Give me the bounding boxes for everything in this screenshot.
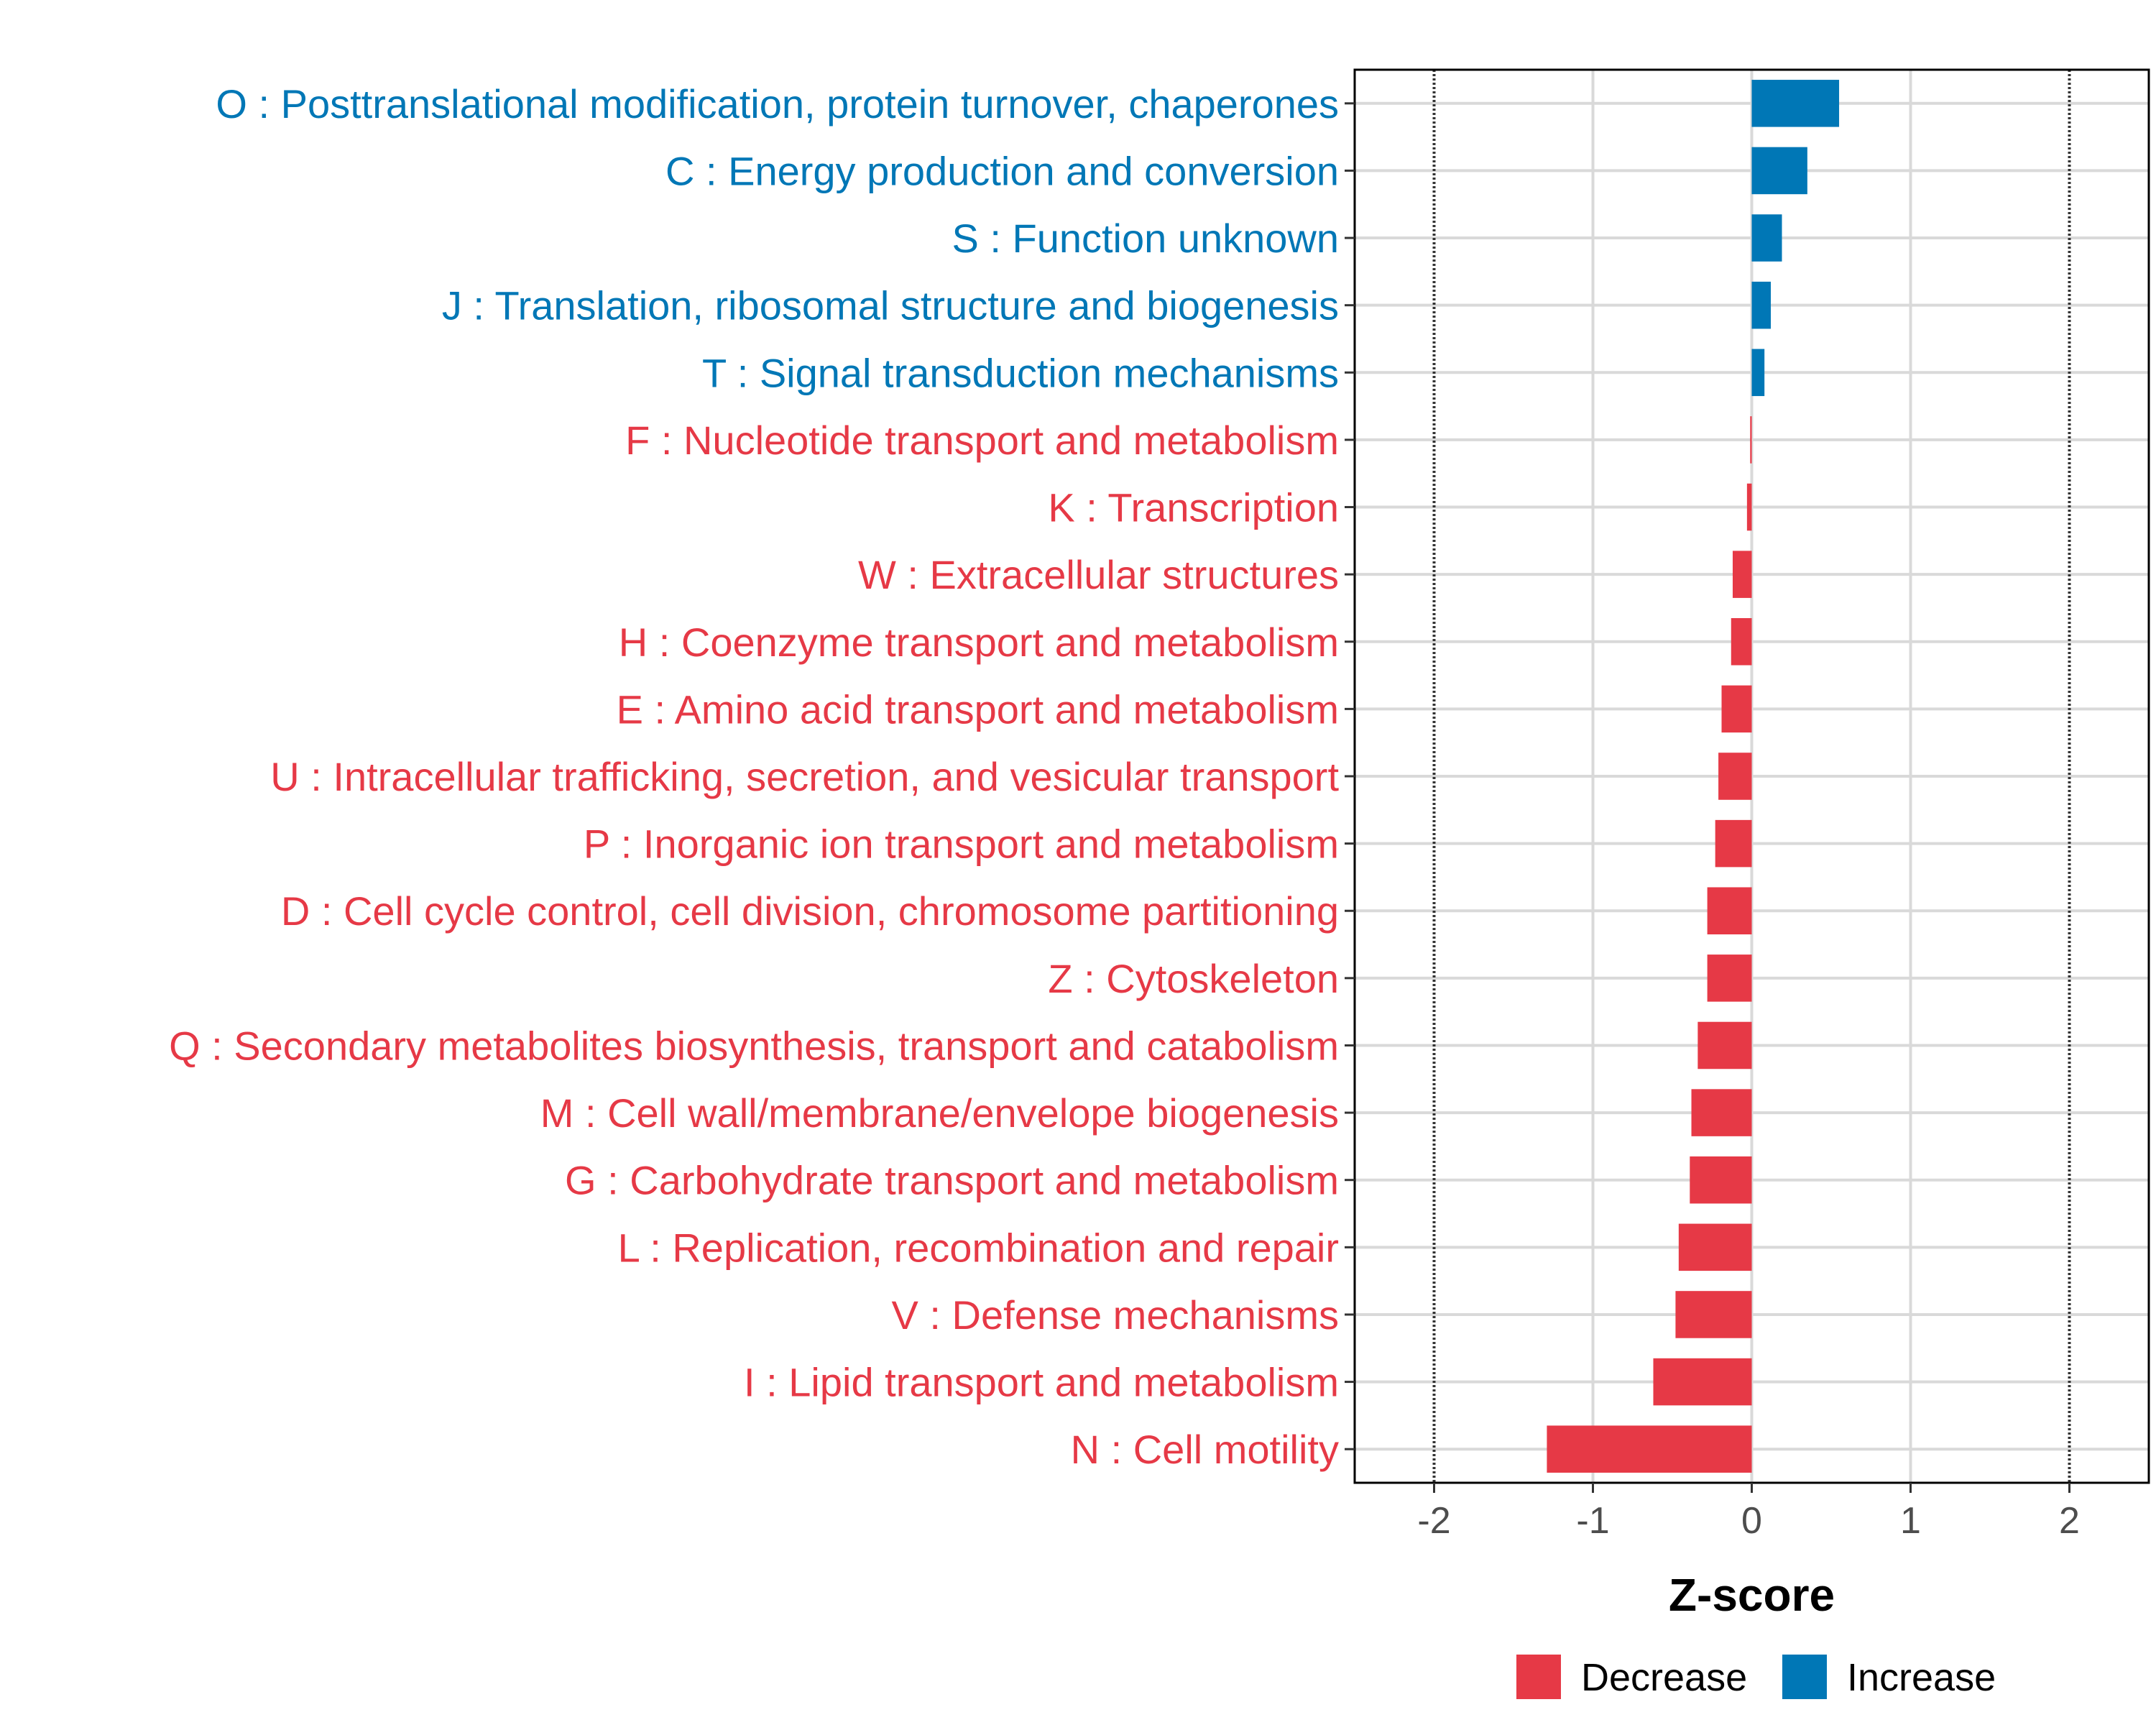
- bar: [1751, 349, 1765, 397]
- x-tick-label: -2: [1417, 1500, 1450, 1542]
- bar: [1721, 685, 1752, 733]
- category-label: H : Coenzyme transport and metabolism: [619, 620, 1339, 665]
- category-label: F : Nucleotide transport and metabolism: [625, 418, 1339, 463]
- legend: Decrease Increase: [1516, 1655, 1996, 1699]
- category-label: M : Cell wall/membrane/envelope biogenes…: [540, 1090, 1339, 1136]
- category-label: P : Inorganic ion transport and metaboli…: [584, 822, 1339, 867]
- legend-swatch: [1516, 1655, 1561, 1699]
- legend-label: Decrease: [1581, 1656, 1747, 1699]
- bar: [1697, 1021, 1752, 1070]
- category-label: V : Defense mechanisms: [892, 1292, 1339, 1338]
- x-tick-label: -1: [1576, 1500, 1609, 1542]
- bar: [1707, 887, 1752, 935]
- bar: [1751, 147, 1807, 195]
- category-label: I : Lipid transport and metabolism: [744, 1360, 1339, 1405]
- category-label: N : Cell motility: [1071, 1427, 1339, 1472]
- category-label: Q : Secondary metabolites biosynthesis, …: [169, 1023, 1339, 1068]
- category-label: C : Energy production and conversion: [665, 148, 1339, 193]
- category-label: O : Posttranslational modification, prot…: [216, 81, 1339, 126]
- bar: [1751, 80, 1840, 127]
- x-tick-label: 1: [1900, 1500, 1921, 1542]
- bar: [1678, 1223, 1752, 1271]
- category-label: S : Function unknown: [952, 216, 1339, 261]
- category-label: K : Transcription: [1048, 485, 1339, 530]
- bar: [1751, 281, 1772, 329]
- category-label: L : Replication, recombination and repai…: [618, 1225, 1339, 1270]
- category-label: Z : Cytoskeleton: [1048, 956, 1339, 1001]
- bar: [1691, 1089, 1752, 1136]
- bar: [1731, 617, 1752, 666]
- bars: [1547, 80, 1840, 1473]
- legend-label: Increase: [1847, 1656, 1996, 1699]
- category-label: W : Extracellular structures: [858, 552, 1339, 597]
- category-label: U : Intracellular trafficking, secretion…: [270, 754, 1339, 799]
- legend-swatch: [1782, 1655, 1827, 1699]
- y-axis-labels: O : Posttranslational modification, prot…: [169, 81, 1339, 1472]
- bar: [1746, 483, 1752, 531]
- bar: [1732, 551, 1752, 598]
- bar: [1707, 954, 1752, 1002]
- bar: [1715, 819, 1752, 868]
- category-label: T : Signal transduction mechanisms: [702, 350, 1339, 395]
- bar: [1653, 1358, 1752, 1406]
- bar: [1750, 416, 1752, 464]
- bar: [1751, 214, 1782, 262]
- y-axis-ticks: [1345, 102, 1355, 1450]
- category-label: D : Cell cycle control, cell division, c…: [281, 888, 1339, 934]
- x-axis-ticks: -2 -1 0 1 2: [1417, 1483, 2080, 1542]
- x-tick-label: 2: [2059, 1500, 2080, 1542]
- bar: [1547, 1425, 1752, 1473]
- category-label: G : Carbohydrate transport and metabolis…: [565, 1158, 1339, 1203]
- x-tick-label: 0: [1741, 1500, 1762, 1542]
- bar: [1675, 1291, 1752, 1338]
- category-label: E : Amino acid transport and metabolism: [617, 686, 1339, 732]
- category-label: J : Translation, ribosomal structure and…: [442, 283, 1339, 328]
- bar: [1718, 753, 1752, 800]
- x-axis-title: Z-score: [1669, 1569, 1835, 1621]
- bar: [1690, 1156, 1752, 1204]
